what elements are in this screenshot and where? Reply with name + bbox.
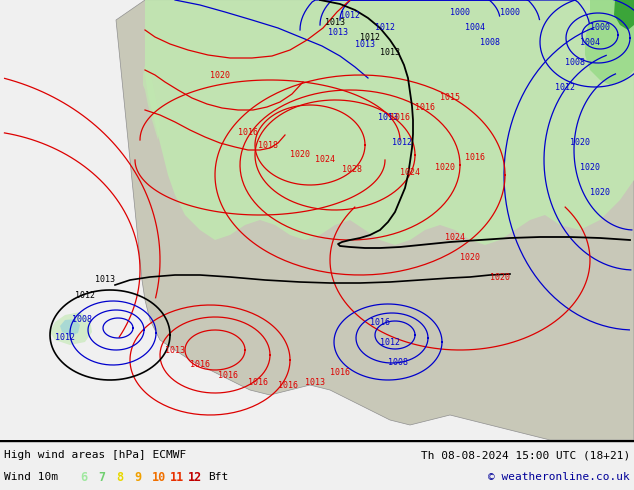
Text: 1013: 1013	[328, 28, 348, 37]
Text: 1016: 1016	[278, 381, 298, 390]
Text: 1013: 1013	[380, 48, 400, 57]
Text: 1016: 1016	[330, 368, 350, 377]
Text: 9: 9	[134, 470, 141, 484]
Text: 8: 8	[116, 470, 123, 484]
Text: 1015: 1015	[440, 93, 460, 102]
Text: 10: 10	[152, 470, 166, 484]
Text: 1000: 1000	[500, 8, 520, 17]
Text: 1020: 1020	[580, 163, 600, 172]
Text: Wind 10m: Wind 10m	[4, 472, 58, 482]
Text: 1016: 1016	[370, 318, 390, 327]
Text: 1012: 1012	[380, 338, 400, 347]
Text: 1013: 1013	[305, 378, 325, 387]
Text: 1020: 1020	[290, 150, 310, 159]
Text: 1012: 1012	[375, 23, 395, 32]
Text: 1000: 1000	[450, 8, 470, 17]
Text: High wind areas [hPa] ECMWF: High wind areas [hPa] ECMWF	[4, 450, 186, 460]
Text: 1028: 1028	[342, 165, 362, 174]
Polygon shape	[50, 312, 92, 345]
Text: 1008: 1008	[480, 38, 500, 47]
Text: 1020: 1020	[460, 253, 480, 262]
Text: 11: 11	[170, 470, 184, 484]
Text: 1020: 1020	[435, 163, 455, 172]
Text: 1018: 1018	[258, 141, 278, 150]
Text: 1008: 1008	[72, 315, 92, 324]
Text: 1004: 1004	[580, 38, 600, 47]
Text: 1012: 1012	[555, 83, 575, 92]
Text: 1016: 1016	[190, 360, 210, 369]
Text: 1012: 1012	[340, 11, 360, 20]
Text: 1024: 1024	[445, 233, 465, 242]
Polygon shape	[143, 65, 160, 140]
Text: 1024: 1024	[315, 155, 335, 164]
Text: 1016: 1016	[248, 378, 268, 387]
Text: 1013: 1013	[355, 40, 375, 49]
Text: 1016: 1016	[218, 371, 238, 380]
Text: 1012: 1012	[55, 333, 75, 342]
Text: 1013: 1013	[378, 113, 398, 122]
Text: 1020: 1020	[490, 273, 510, 282]
Text: 1012: 1012	[75, 291, 95, 300]
Text: 1013: 1013	[325, 18, 345, 27]
Polygon shape	[60, 319, 80, 336]
Polygon shape	[614, 0, 634, 30]
Text: 1016: 1016	[465, 153, 485, 162]
Text: 1012: 1012	[392, 138, 412, 147]
Text: 1013: 1013	[165, 346, 185, 355]
Text: 1016: 1016	[238, 128, 258, 137]
Text: 1024: 1024	[400, 168, 420, 177]
Text: 1013: 1013	[95, 275, 115, 284]
Text: 7: 7	[98, 470, 105, 484]
Text: 1020: 1020	[210, 71, 230, 80]
Text: Th 08-08-2024 15:00 UTC (18+21): Th 08-08-2024 15:00 UTC (18+21)	[421, 450, 630, 460]
Text: 1004: 1004	[465, 23, 485, 32]
Text: 1008: 1008	[388, 358, 408, 367]
Text: 1000: 1000	[590, 23, 610, 32]
Text: © weatheronline.co.uk: © weatheronline.co.uk	[488, 472, 630, 482]
Text: 1020: 1020	[570, 138, 590, 147]
Text: 1008: 1008	[565, 58, 585, 67]
Text: 6: 6	[80, 470, 87, 484]
Text: 1016: 1016	[415, 103, 435, 112]
Text: 1016: 1016	[390, 113, 410, 122]
Text: Bft: Bft	[208, 472, 228, 482]
Polygon shape	[116, 0, 634, 440]
Text: 1012: 1012	[360, 33, 380, 42]
Polygon shape	[145, 0, 634, 245]
Polygon shape	[585, 0, 634, 85]
Text: 12: 12	[188, 470, 202, 484]
Text: 1020: 1020	[590, 188, 610, 197]
